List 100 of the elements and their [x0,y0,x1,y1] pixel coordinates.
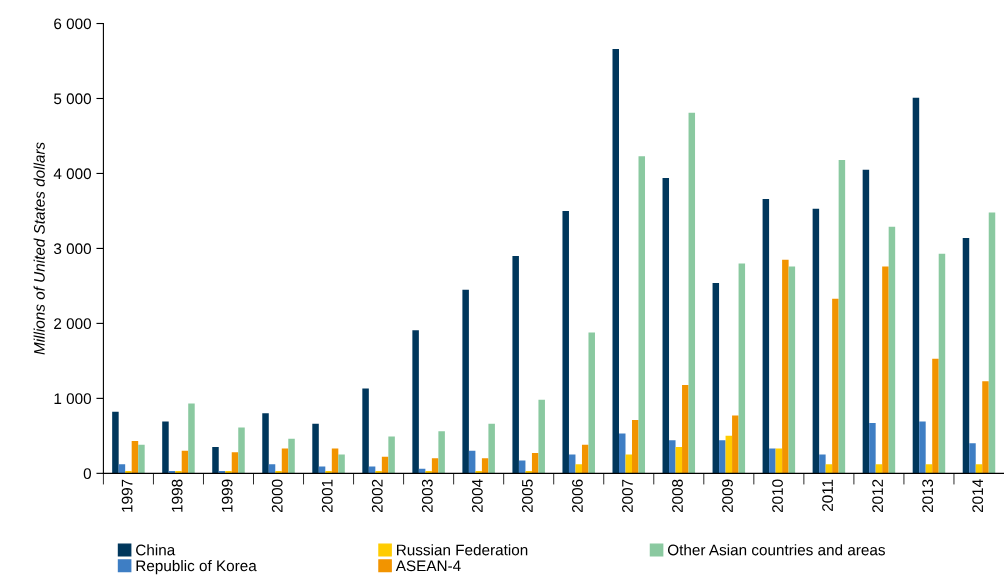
bar [712,282,720,474]
x-tick-label: 1999 [221,479,233,512]
x-tick-label: 2004 [471,479,483,513]
bar [131,441,139,474]
bar [175,471,182,474]
bar [581,444,589,474]
bar [181,450,189,474]
bar [162,421,169,474]
bar [138,444,145,474]
bar [638,156,646,474]
bar [325,471,332,474]
bar [788,266,796,474]
bar [431,458,439,474]
x-tick-label: 2012 [872,479,884,513]
bar [212,447,219,474]
x-tick-label: 2001 [321,479,333,513]
x-tick-label: 2007 [622,479,633,513]
bar [488,423,495,474]
bar [425,471,432,474]
bar [662,177,670,474]
bar [762,198,770,474]
bar [988,212,996,474]
bar [231,452,239,474]
x-tick-label: 1997 [121,479,133,512]
bar [312,423,319,474]
x-tick-label: 2003 [421,479,433,513]
bar [538,399,545,474]
bar [225,471,232,474]
bar [468,450,476,474]
bar [338,454,345,474]
bar [588,332,595,474]
bar [362,388,369,474]
x-tick-label: 2014 [972,479,984,513]
bar [862,169,870,474]
y-tick-label: 6 000 [54,18,92,30]
bar [932,358,939,474]
bar [938,253,946,474]
bar [112,411,119,474]
bar [825,464,833,474]
bar [719,440,726,474]
bar [675,447,683,474]
x-tick-label: 2008 [672,479,683,513]
y-tick-label: 2 000 [54,318,92,330]
bar [732,415,739,474]
bar [969,443,976,474]
x-tick-label: 2013 [922,479,934,513]
bar [262,413,269,474]
y-tick-label: 0 [83,468,92,480]
bar [769,448,776,474]
bar [125,471,132,474]
bar [525,471,532,474]
bar [288,438,295,474]
y-tick-label: 4 000 [53,168,92,180]
bar [275,471,282,474]
bar [388,436,395,474]
y-tick-label: 1 000 [54,393,92,405]
bar [819,454,826,474]
bar [782,259,789,474]
x-tick-label: 2010 [772,479,783,513]
bar [531,453,539,474]
bar [669,440,676,474]
legend-label: ASEAN-4 [395,560,461,572]
x-tick-label: 2005 [521,479,533,513]
bar [562,210,569,474]
bar [682,384,689,474]
bar [725,435,733,474]
bar [832,298,839,474]
bar [481,458,489,474]
bar [575,464,582,474]
bar [838,159,846,474]
bar [869,423,876,474]
legend-label: Russian Federation [397,544,528,556]
legend-label: Other Asian countries and areas [667,544,885,556]
bar [632,420,639,474]
bar [882,266,889,474]
bar [925,464,933,474]
bar [962,237,970,474]
bar [188,403,195,474]
y-tick-label: 5 000 [53,93,92,105]
bar [381,456,389,474]
y-axis-title: Millions of United States dollars [33,142,45,355]
bar [462,289,469,474]
bar [888,226,896,474]
bar [619,433,626,474]
bar [475,471,482,474]
bar [688,112,696,474]
y-tick-label: 3 000 [53,243,92,255]
bar [512,255,519,474]
bar [812,208,820,474]
bar [875,464,883,474]
x-tick-label: 2006 [572,479,583,513]
legend-label: Republic of Korea [136,560,257,575]
x-tick-label: 1998 [171,479,183,512]
bar [268,464,276,474]
x-tick-label: 2002 [371,479,383,513]
bar [982,381,989,474]
x-tick-label: 2011 [822,479,833,511]
legend-label: China [136,544,176,556]
bar [919,421,926,474]
bar [375,471,382,474]
